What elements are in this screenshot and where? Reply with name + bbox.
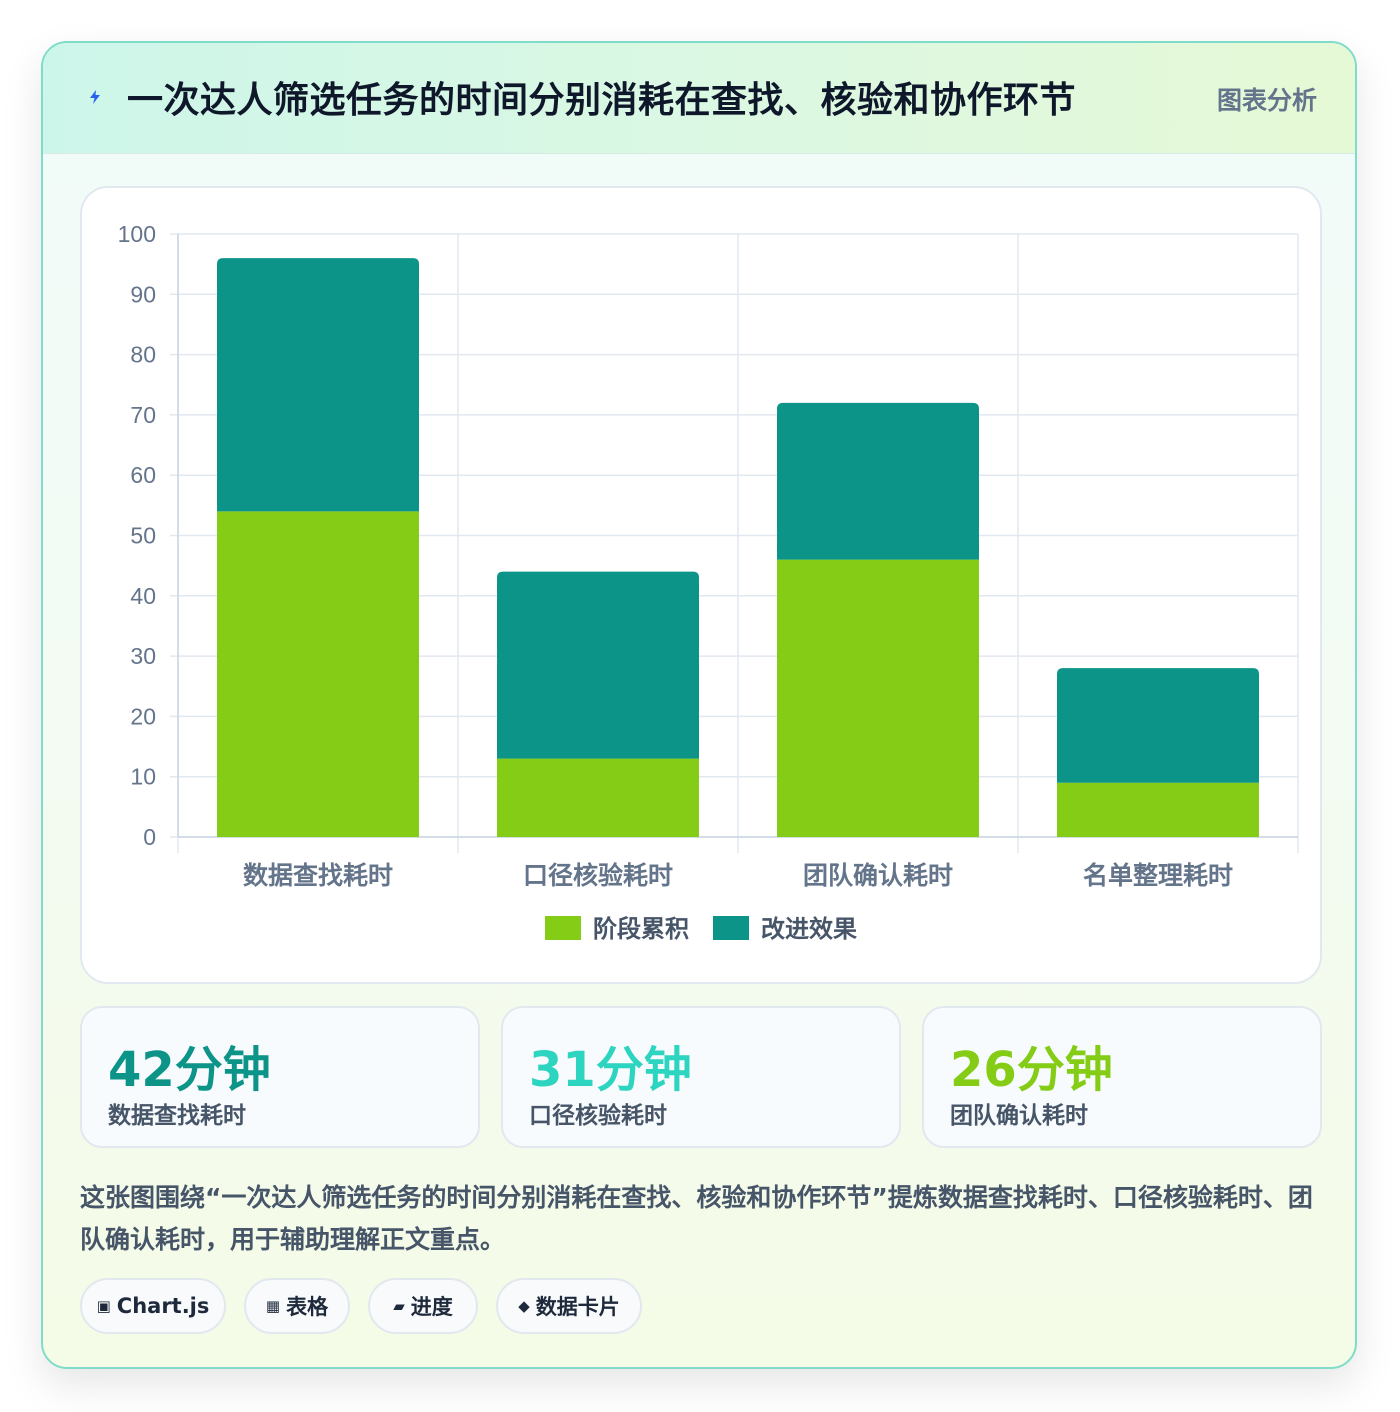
x-tick-label: 口径核验耗时 (523, 861, 673, 890)
bar-1 (497, 758, 699, 837)
legend-label: 阶段累积 (593, 915, 689, 943)
stat-label: 团队确认耗时 (950, 1103, 1088, 1129)
chip-table[interactable]: ▦ 表格 (244, 1278, 350, 1334)
y-tick-label: 80 (130, 342, 156, 368)
legend-swatch (713, 916, 749, 940)
stat-label: 口径核验耗时 (529, 1103, 667, 1129)
chip-label: 进度 (410, 1295, 453, 1319)
y-tick-label: 20 (130, 703, 156, 729)
bar-2 (217, 258, 419, 512)
y-tick-label: 40 (130, 583, 156, 609)
x-tick-label: 数据查找耗时 (243, 861, 393, 890)
y-tick-label: 60 (130, 462, 156, 488)
bar-1 (217, 511, 419, 837)
chip-label: 数据卡片 (535, 1295, 620, 1319)
chip-chartjs[interactable]: ▣ Chart.js (80, 1278, 226, 1334)
stat-label: 数据查找耗时 (108, 1103, 246, 1129)
bar-2 (777, 402, 979, 560)
x-tick-label: 团队确认耗时 (803, 861, 953, 890)
table-icon: ▦ (265, 1297, 281, 1315)
legend-swatch (545, 916, 581, 940)
y-tick-label: 90 (130, 281, 156, 307)
y-tick-label: 50 (130, 523, 156, 549)
bar-1 (777, 559, 979, 837)
card-header: 一次达人筛选任务的时间分别消耗在查找、核验和协作环节 图表分析 (43, 43, 1355, 154)
y-tick-label: 70 (130, 402, 156, 428)
x-tick-label: 名单整理耗时 (1083, 861, 1233, 890)
legend-label: 改进效果 (761, 915, 857, 943)
chip-progress[interactable]: ▰ 进度 (368, 1278, 478, 1334)
page-title: 一次达人筛选任务的时间分别消耗在查找、核验和协作环节 (127, 80, 1077, 121)
chip-label: Chart.js (116, 1294, 210, 1318)
stat-value: 42分钟 (108, 1042, 271, 1098)
bar-2 (497, 571, 699, 759)
chip-data-card[interactable]: ◆ 数据卡片 (496, 1278, 642, 1334)
stat-card-1: 42分钟 数据查找耗时 (80, 1006, 480, 1148)
stat-card-2: 31分钟 口径核验耗时 (501, 1006, 901, 1148)
progress-icon: ▰ (393, 1297, 405, 1315)
y-tick-label: 10 (130, 764, 156, 790)
diamond-icon: ◆ (518, 1297, 530, 1315)
stat-card-3: 26分钟 团队确认耗时 (922, 1006, 1322, 1148)
chart-card: 一次达人筛选任务的时间分别消耗在查找、核验和协作环节 图表分析 0 10 20 30 4… (41, 41, 1357, 1369)
chart-container: 0 10 20 30 40 50 60 70 80 90 100 数据查找耗时 口径核验耗时 团队确认耗时… (80, 186, 1322, 984)
bar-2 (1057, 668, 1259, 783)
stacked-bar-chart: 0 10 20 30 40 50 60 70 80 90 100 数据查找耗时 口径核验耗时 团队确认耗时… (118, 221, 1299, 943)
y-tick-label: 100 (118, 221, 156, 247)
lightning-icon (90, 90, 100, 104)
chart-description: 这张图围绕“一次达人筛选任务的时间分别消耗在查找、核验和协作环节”提炼数据查找耗… (80, 1183, 1313, 1254)
chart-analysis-tag: 图表分析 (1216, 86, 1317, 115)
y-tick-label: 0 (143, 824, 156, 850)
bar-1 (1057, 782, 1259, 837)
square-icon: ▣ (96, 1297, 111, 1315)
stat-value: 26分钟 (950, 1042, 1113, 1098)
y-tick-label: 30 (130, 643, 156, 669)
stat-value: 31分钟 (529, 1042, 692, 1098)
chip-label: 表格 (286, 1295, 329, 1319)
